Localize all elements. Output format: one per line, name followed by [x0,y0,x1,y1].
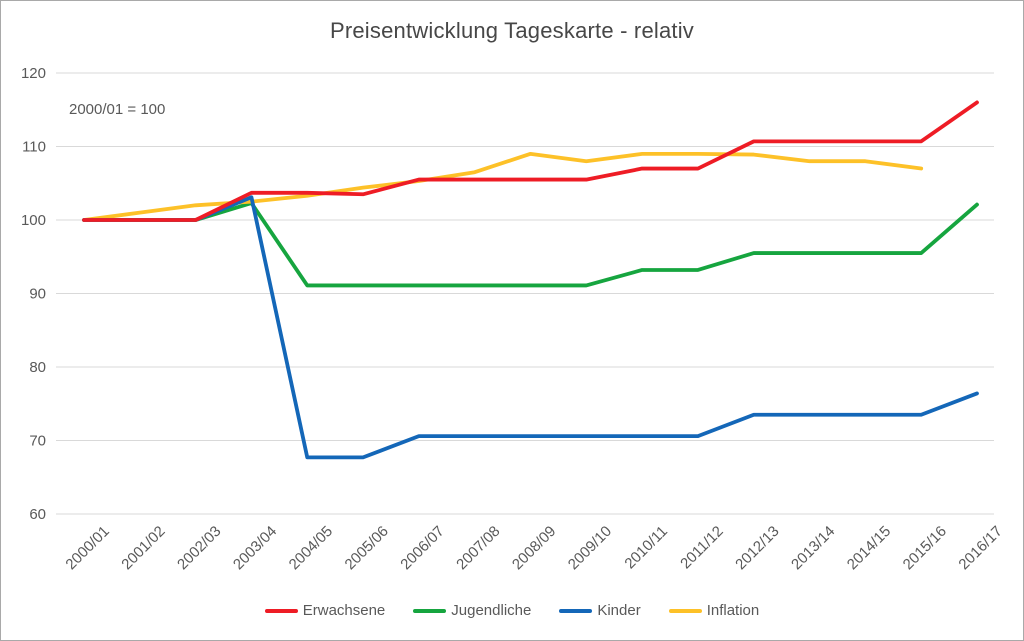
x-axis-tick-label: 2000/01 [62,523,112,573]
y-axis-tick-label: 60 [29,506,46,523]
x-axis-tick-label: 2012/13 [732,523,782,573]
x-axis-tick-label: 2011/12 [677,523,727,573]
y-axis-tick-label: 90 [29,286,46,303]
x-axis-tick-label: 2013/14 [788,523,838,573]
x-axis-tick-label: 2014/15 [844,523,894,573]
legend-item-inflation: Inflation [668,602,760,619]
legend-label: Jugendliche [451,602,532,619]
x-axis-tick-label: 2005/06 [342,523,392,573]
legend-item-erwachsene: Erwachsene [264,602,386,619]
x-axis-tick-label: 2010/11 [621,523,671,573]
series-line-kinder [82,195,979,460]
y-axis-tick-label: 100 [21,212,46,229]
series-line-inflation [82,151,924,222]
legend-swatch-icon [413,608,447,613]
x-axis-tick-label: 2003/04 [230,523,280,573]
legend-item-kinder: Kinder [559,602,641,619]
x-axis-tick-label: 2006/07 [397,523,447,573]
legend: Erwachsene Jugendliche Kinder Inflation [1,602,1023,619]
legend-label: Erwachsene [302,602,386,619]
x-axis-tick-label: 2015/16 [900,523,950,573]
legend-item-jugendliche: Jugendliche [413,602,531,619]
baseline-annotation: 2000/01 = 100 [69,101,166,118]
legend-label: Kinder [597,602,641,619]
legend-swatch-icon [264,608,298,613]
legend-swatch-icon [559,608,593,613]
chart-title: Preisentwicklung Tageskarte - relativ [329,18,695,43]
y-axis-tick-label: 80 [29,359,46,376]
legend-label: Inflation [706,602,760,619]
series-line-erwachsene [82,100,979,222]
y-axis-tick-label: 70 [29,433,46,450]
y-axis-tick-label: 120 [21,65,46,82]
x-axis-tick-label: 2004/05 [286,523,336,573]
x-axis-tick-label: 2001/02 [118,523,168,573]
x-axis-tick-label: 2008/09 [509,523,559,573]
x-axis-tick-label: 2002/03 [174,523,224,573]
y-axis-tick-label: 110 [22,139,46,156]
x-axis-tick-label: 2007/08 [453,523,503,573]
series-line-jugendliche [82,201,979,288]
x-axis-tick-label: 2016/17 [955,523,1005,573]
x-axis-tick-label: 2009/10 [565,523,615,573]
legend-swatch-icon [668,608,702,613]
